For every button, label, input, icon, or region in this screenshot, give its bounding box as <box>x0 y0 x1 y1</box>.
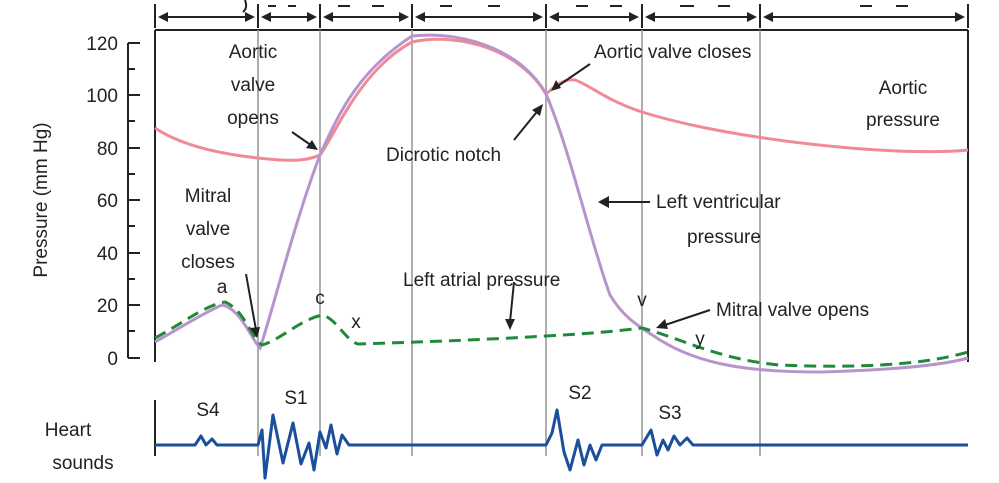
label-dicrotic-notch: Dicrotic notch <box>386 145 501 166</box>
label-mitral-valve-closes-2: valve <box>186 219 230 240</box>
label-aortic-pressure-1: Aortic <box>879 78 928 99</box>
label-mitral-valve-closes-1: Mitral <box>185 186 231 207</box>
annotation-pointers <box>245 63 711 331</box>
y-tick-labels: 120 100 80 60 40 20 0 <box>86 34 118 370</box>
y-tick-100: 100 <box>86 86 118 107</box>
label-s1: S1 <box>284 388 307 409</box>
label-s4: S4 <box>196 400 220 421</box>
plot-frame <box>154 29 969 456</box>
y-tick-120: 120 <box>86 34 118 55</box>
label-aortic-valve-closes: Aortic valve closes <box>594 42 751 63</box>
label-left-atrial-pressure: Left atrial pressure <box>403 270 560 291</box>
heart-sounds-trace <box>155 408 968 480</box>
annotation-arrowheads <box>250 80 668 338</box>
y-tick-0: 0 <box>107 349 118 370</box>
label-s3: S3 <box>658 403 681 424</box>
y-tick-40: 40 <box>97 244 118 265</box>
left-ventricular-pressure-curve <box>154 33 969 374</box>
label-wave-v: v <box>637 290 647 311</box>
label-wave-x: x <box>351 312 361 333</box>
label-aortic-valve-opens-1: Aortic <box>229 42 278 63</box>
y-tick-60: 60 <box>97 191 118 212</box>
phase-gridlines <box>257 30 761 456</box>
y-tick-80: 80 <box>97 139 118 160</box>
label-wave-a: a <box>217 277 228 298</box>
label-wave-y: y <box>695 329 705 350</box>
left-atrial-pressure-curve <box>154 300 969 368</box>
y-axis-title: Pressure (mm Hg) <box>31 122 52 277</box>
y-axis <box>127 42 140 359</box>
label-left-ventricular-pressure-1: Left ventricular <box>656 192 781 213</box>
phase-arrowheads <box>158 12 965 22</box>
label-mitral-valve-opens: Mitral valve opens <box>716 300 869 321</box>
label-aortic-pressure-2: pressure <box>866 110 940 131</box>
label-heart-sounds-1: Heart <box>45 420 92 441</box>
label-s2: S2 <box>568 383 591 404</box>
label-heart-sounds-2: sounds <box>52 453 113 474</box>
label-wave-c: c <box>315 288 325 309</box>
phase-label-fragments <box>242 0 908 13</box>
phase-interval-arrows <box>154 4 969 28</box>
label-mitral-valve-closes-3: closes <box>181 252 235 273</box>
y-tick-20: 20 <box>97 296 118 317</box>
label-left-ventricular-pressure-2: pressure <box>687 227 761 248</box>
label-aortic-valve-opens-2: valve <box>231 75 275 96</box>
label-aortic-valve-opens-3: opens <box>227 108 279 129</box>
